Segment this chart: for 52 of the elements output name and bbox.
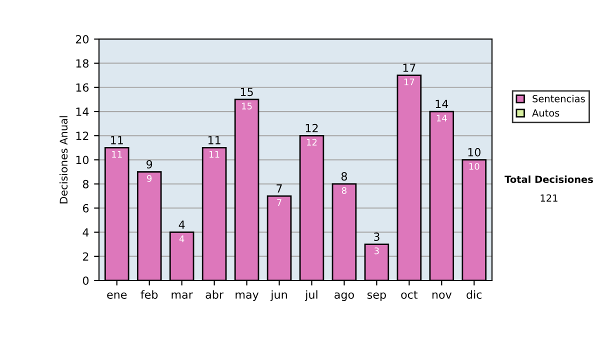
y-tick-label: 4 xyxy=(82,228,89,236)
total-label: 14 xyxy=(436,100,448,108)
data-label: 7 xyxy=(277,199,282,206)
total-label: 10 xyxy=(468,148,480,156)
data-label: 11 xyxy=(210,151,220,158)
y-tick-label: 0 xyxy=(82,276,89,285)
data-label: 12 xyxy=(306,138,317,146)
total-label: 11 xyxy=(111,136,123,144)
y-axis-title: Decisiones Anual xyxy=(60,116,68,204)
y-tick-label: 14 xyxy=(76,108,89,116)
x-tick-label: jul xyxy=(304,290,318,301)
total-label: 11 xyxy=(208,136,220,144)
total-label: 15 xyxy=(240,88,253,96)
data-label: 17 xyxy=(404,78,414,86)
text: Total Decisiones xyxy=(504,175,593,184)
data-label: 10 xyxy=(469,162,480,170)
total-label: 17 xyxy=(403,64,416,72)
y-tick-label: 18 xyxy=(76,59,89,68)
data-label: 9 xyxy=(147,175,152,182)
y-tick-label: 10 xyxy=(76,156,89,164)
x-tick-label: may xyxy=(236,292,259,301)
total-label: 8 xyxy=(341,172,347,181)
total-label: 12 xyxy=(306,124,318,132)
x-tick-label: feb xyxy=(140,290,158,299)
legend-label: Sentencias xyxy=(532,94,585,102)
y-tick-label: 16 xyxy=(76,83,89,92)
x-tick-label: oct xyxy=(401,290,418,299)
data-label: 8 xyxy=(342,187,346,194)
total-label: 7 xyxy=(276,184,282,192)
y-tick-label: 8 xyxy=(82,180,89,188)
x-tick-label: abr xyxy=(206,290,224,299)
x-tick-label: ene xyxy=(107,292,127,299)
text: 121 xyxy=(540,194,558,202)
x-tick-label: jun xyxy=(270,290,287,301)
x-tick-label: ago xyxy=(334,292,354,301)
x-tick-label: nov xyxy=(432,292,452,299)
data-label: 11 xyxy=(112,151,122,158)
x-tick-label: sep xyxy=(367,292,386,301)
y-tick-label: 6 xyxy=(82,204,89,212)
y-tick-label: 2 xyxy=(83,252,88,261)
x-tick-label: dic xyxy=(466,290,482,299)
y-tick-label: 20 xyxy=(76,35,89,44)
data-label: 14 xyxy=(436,114,447,122)
legend-label: Autos xyxy=(532,109,560,117)
data-label: 3 xyxy=(374,247,379,254)
x-tick-label: mar xyxy=(172,292,193,299)
y-tick-label: 12 xyxy=(76,132,88,140)
data-label: 4 xyxy=(179,236,184,242)
total-label: 4 xyxy=(178,220,185,229)
total-label: 9 xyxy=(146,160,152,169)
data-label: 15 xyxy=(242,102,252,110)
total-label: 3 xyxy=(374,232,380,241)
